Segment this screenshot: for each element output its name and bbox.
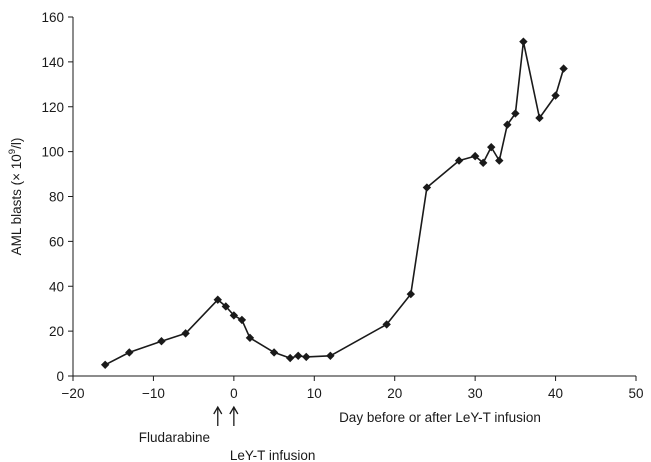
data-point	[454, 156, 464, 165]
y-tick-label: 160	[41, 10, 64, 25]
annotation-arrow-head	[213, 405, 223, 415]
x-tick-label: 10	[307, 386, 322, 401]
y-axis-label: AML blasts (× 109/l)	[7, 138, 24, 256]
x-tick-label: 40	[548, 386, 563, 401]
y-tick-label: 40	[49, 279, 64, 294]
x-tick-label: 20	[387, 386, 402, 401]
data-point	[221, 302, 231, 311]
data-point	[551, 91, 560, 100]
data-point	[495, 156, 504, 165]
x-tick-label: 30	[468, 386, 483, 401]
data-point	[229, 311, 239, 320]
data-point	[125, 348, 134, 357]
data-point	[269, 348, 279, 357]
data-point	[181, 329, 190, 338]
annotation-arrow-head	[229, 405, 239, 415]
y-axis-label-main: AML blasts (× 10	[9, 154, 24, 255]
data-point	[100, 360, 110, 369]
data-point	[382, 320, 391, 329]
annotation-label: LeY-T infusion	[230, 448, 316, 462]
data-point	[487, 142, 496, 152]
y-axis-label-superscript: 9	[7, 149, 18, 154]
data-point	[406, 289, 415, 299]
annotations: Fludarabine LeY-T infusion	[139, 405, 316, 462]
axes: 0 20 40 60 80 100 120 140 160 −20 −10 0 10 20 30 40 50	[41, 10, 643, 401]
y-tick-label: 120	[41, 100, 64, 115]
y-tick-label: 0	[56, 369, 64, 384]
data-point	[478, 158, 488, 168]
series-aml-blasts	[100, 37, 568, 369]
x-tick-label: 0	[230, 386, 238, 401]
data-point	[245, 333, 255, 343]
data-point	[503, 120, 512, 129]
y-tick-label: 60	[49, 234, 64, 249]
data-point	[422, 183, 432, 192]
data-point	[285, 353, 295, 363]
data-point	[511, 109, 520, 118]
data-point	[294, 351, 303, 361]
annotation-label: Fludarabine	[139, 430, 210, 445]
data-point	[535, 113, 544, 123]
y-tick-label: 140	[41, 55, 64, 70]
y-tick-label: 20	[49, 324, 64, 339]
data-point	[326, 351, 335, 361]
data-point	[237, 315, 247, 325]
y-axis-label-unit: /l)	[9, 138, 24, 149]
data-point	[157, 337, 166, 346]
data-point	[302, 352, 311, 362]
y-tick-label: 80	[49, 190, 64, 205]
x-tick-label: −20	[62, 386, 85, 401]
series-line	[104, 40, 565, 366]
y-tick-label: 100	[41, 145, 64, 160]
data-point	[213, 295, 222, 304]
data-point	[519, 37, 528, 46]
x-axis-label: Day before or after LeY-T infusion	[339, 410, 541, 425]
x-tick-label: 50	[628, 386, 643, 401]
x-tick-label: −10	[142, 386, 165, 401]
data-point	[470, 151, 480, 161]
data-point	[559, 64, 568, 73]
